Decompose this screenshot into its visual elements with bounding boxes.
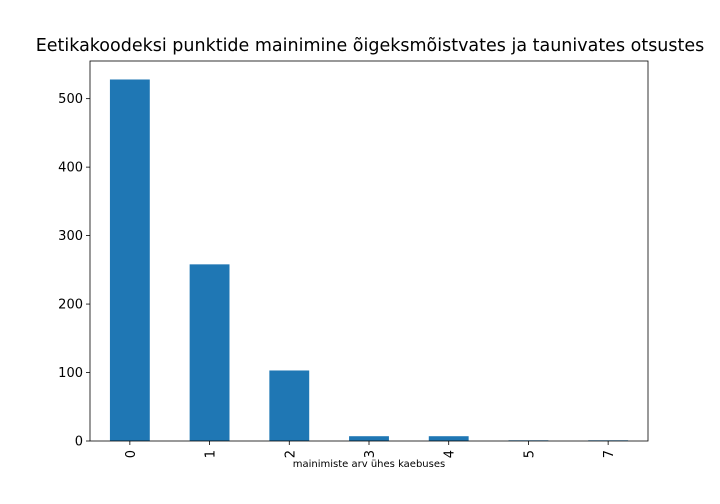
y-tick-label-0: 0 [75,435,83,450]
x-tick-label-3: 3 [363,450,378,458]
bar-3 [349,436,389,441]
x-tick-label-7: 7 [602,450,617,458]
x-axis: 0 1 2 3 4 5 7 [124,441,617,458]
x-tick-label-0: 0 [124,450,139,458]
x-tick-label-4: 4 [443,450,458,458]
y-tick-label-400: 400 [58,161,83,176]
y-axis: 0 100 200 300 400 500 [58,92,90,450]
y-tick-label-300: 300 [58,229,83,244]
chart-title: Eetikakoodeksi punktide mainimine õigeks… [35,36,705,56]
y-tick-label-100: 100 [58,366,83,381]
bar-0 [109,79,150,442]
bar-2 [269,370,310,441]
x-tick-label-2: 2 [283,450,298,458]
bars-group [109,79,629,442]
x-axis-label: mainimiste arv ühes kaebuses [292,459,446,470]
x-tick-label-5: 5 [522,450,537,458]
plot-frame [89,60,649,442]
x-tick-label-1: 1 [204,450,219,458]
bar-1 [189,264,230,441]
y-tick-label-200: 200 [58,298,83,313]
y-tick-label-500: 500 [58,92,83,107]
bar-4 [428,436,469,441]
